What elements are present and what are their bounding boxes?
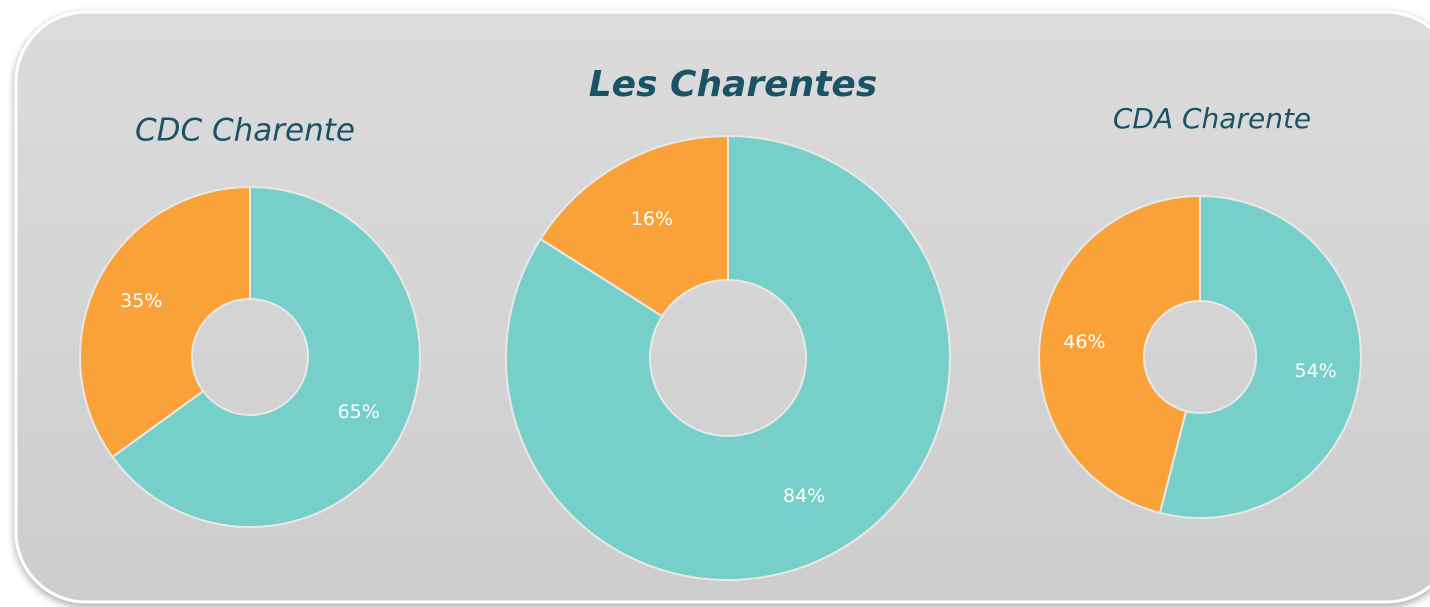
chart-title: Les Charentes xyxy=(589,64,878,105)
data-label: 46% xyxy=(1063,331,1105,353)
data-label: 35% xyxy=(120,290,162,312)
chart-title: CDA Charente xyxy=(1113,102,1311,135)
donut-segment xyxy=(1158,194,1362,519)
donut-segment xyxy=(505,134,951,581)
data-label: 54% xyxy=(1294,360,1336,382)
data-label: 84% xyxy=(783,485,825,507)
donut-segment xyxy=(111,185,421,528)
data-label: 16% xyxy=(631,208,673,230)
donut-segment xyxy=(79,185,251,459)
data-label: 65% xyxy=(338,401,380,423)
chart-title: CDC Charente xyxy=(135,113,355,149)
donut-segment xyxy=(1038,194,1201,515)
donut-segment xyxy=(539,134,729,318)
